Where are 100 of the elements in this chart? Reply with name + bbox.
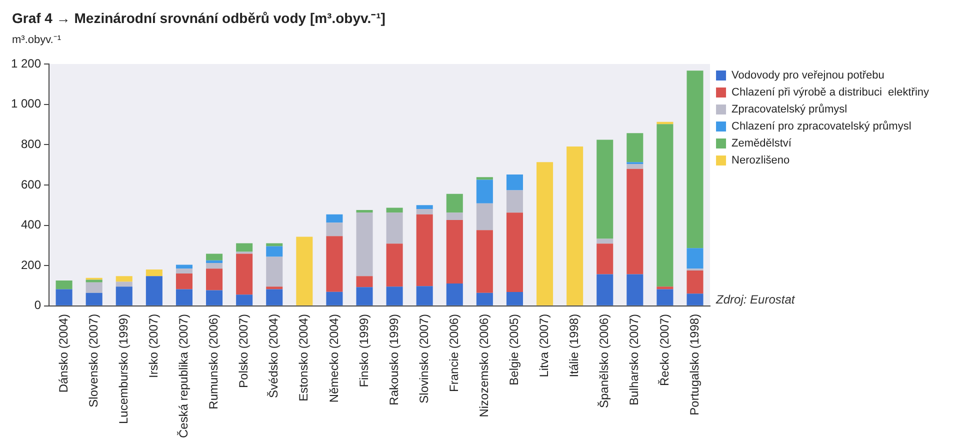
bar [656, 289, 674, 306]
bar [386, 208, 403, 213]
bar [386, 212, 403, 244]
x-tick-label: Španělsko (2006) [597, 314, 612, 408]
bar [86, 280, 102, 282]
bar [146, 269, 162, 276]
x-tick-label: Francie (2006) [446, 314, 461, 392]
bar [596, 238, 614, 244]
bar [236, 254, 253, 295]
bar [116, 282, 132, 287]
bar [356, 212, 373, 276]
x-tick-label: Švédsko (2004) [266, 314, 281, 398]
bar [566, 146, 584, 306]
bar [416, 205, 433, 209]
bar [476, 292, 493, 306]
legend-label: Nerozlišeno [732, 154, 790, 167]
bar [116, 276, 132, 282]
text: Zdroj: Eurostat [715, 292, 796, 306]
bar [56, 289, 72, 306]
bar [266, 243, 283, 246]
bar [326, 214, 343, 223]
x-tick-label: Finsko (1999) [356, 314, 371, 388]
bar [326, 236, 343, 292]
bar [56, 280, 72, 290]
x-tick-label: Portugalsko (1998) [687, 314, 702, 416]
bar [506, 212, 523, 292]
bar [446, 284, 463, 306]
bar [206, 290, 223, 306]
x-tick-label: Řecko (2007) [657, 314, 672, 386]
x-tick-label: Estonsko (2004) [296, 314, 311, 402]
bar [656, 286, 674, 290]
bar [446, 220, 463, 284]
y-tick-label: 1 000 [11, 96, 42, 111]
legend-label: Chlazení pro zpracovatelský průmysl [732, 120, 912, 133]
x-tick-label: Rakousko (1999) [386, 314, 401, 406]
bar [86, 292, 102, 306]
bar [506, 174, 523, 190]
bar [176, 264, 192, 269]
bar [596, 244, 614, 274]
bar [686, 70, 704, 248]
bar [416, 286, 433, 306]
bar [476, 177, 493, 180]
x-tick-label: Nizozemsko (2006) [477, 314, 491, 418]
legend-label: Vodovody pro veřejnou potřebu [732, 70, 884, 82]
bar [236, 243, 253, 252]
bar [476, 203, 493, 230]
bar [206, 262, 223, 269]
bar [266, 246, 283, 257]
legend-label: Chlazení při výrobě a distribuci elektřiny [732, 86, 930, 99]
bar [596, 140, 614, 239]
x-tick-label: Irsko (2007) [146, 314, 160, 378]
bar [266, 286, 283, 290]
bar [656, 122, 674, 124]
bar [626, 274, 644, 306]
bar [146, 276, 162, 306]
bar [506, 190, 523, 213]
bar [326, 292, 343, 306]
x-tick-label: Slovinsko (2007) [416, 314, 431, 404]
bar [176, 273, 192, 290]
bar [266, 289, 283, 306]
bar [86, 282, 102, 293]
bar [506, 292, 523, 306]
x-tick-label: Německo (2004) [326, 314, 341, 403]
bar [326, 222, 343, 236]
x-tick-label: Itálie (1998) [567, 314, 582, 378]
bar [626, 168, 644, 274]
bar [236, 294, 253, 306]
bar [356, 276, 373, 288]
bar [206, 254, 223, 260]
bar [446, 212, 463, 220]
bar [596, 274, 614, 306]
x-tick-label: Belgie (2005) [507, 314, 522, 386]
bar [356, 210, 373, 213]
bar [476, 230, 493, 293]
x-tick-label: Litva (2007) [537, 314, 552, 378]
bar [416, 208, 433, 214]
bar [686, 248, 704, 269]
x-tick-label: Dánsko (2004) [56, 314, 70, 393]
y-axis-title: m³.obyv.⁻¹ [12, 33, 62, 46]
bar [656, 124, 674, 287]
legend-label: Zemědělství [732, 138, 792, 150]
bar [206, 268, 223, 290]
bar [386, 286, 403, 306]
y-tick-label: 400 [21, 218, 42, 232]
bar [116, 286, 132, 306]
bar [416, 214, 433, 286]
legend-label: Zpracovatelský průmysl [732, 104, 848, 116]
bar [266, 256, 283, 287]
bar [296, 236, 313, 306]
chart-title: Graf 4 → Mezinárodní srovnání odběrů vody [m³.obyv.⁻¹] [12, 9, 386, 27]
bar [626, 164, 644, 169]
x-tick-label: Česká republika (2007) [176, 314, 191, 438]
bar [356, 287, 373, 306]
y-tick-label: 600 [21, 177, 42, 192]
bar [476, 180, 493, 204]
bar [176, 289, 192, 306]
y-tick-label: 0 [34, 298, 42, 312]
x-tick-label: Slovensko (2007) [86, 314, 100, 408]
y-tick-label: 800 [21, 136, 42, 151]
bar [686, 270, 704, 294]
